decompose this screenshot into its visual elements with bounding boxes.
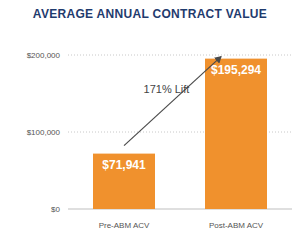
data-label: $71,941: [102, 158, 146, 172]
y-tick-label: $200,000: [27, 51, 61, 60]
chart: AVERAGE ANNUAL CONTRACT VALUE $0 $100,000 $…: [0, 0, 300, 248]
bar: [205, 59, 267, 209]
y-tick-label: $100,000: [27, 128, 61, 137]
lift-arrow: [124, 57, 221, 146]
category-label: Post-ABM ACV: [209, 221, 264, 230]
title: AVERAGE ANNUAL CONTRACT VALUE: [33, 7, 267, 21]
annotation: 171% Lift: [144, 83, 190, 95]
data-label: $195,294: [211, 63, 261, 77]
page: {"chart_data": {"type": "bar", "title": …: [0, 0, 300, 248]
category-label: Pre-ABM ACV: [99, 221, 150, 230]
y-tick-label: $0: [51, 205, 60, 214]
bars: [93, 59, 267, 209]
grid-line: [68, 55, 292, 56]
bar: [93, 154, 155, 209]
